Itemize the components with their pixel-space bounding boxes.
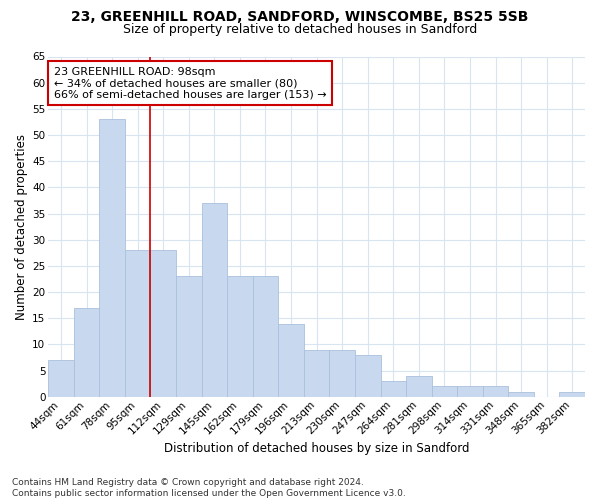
Bar [176, 276, 202, 397]
Bar [48, 360, 74, 397]
Text: Size of property relative to detached houses in Sandford: Size of property relative to detached ho… [123, 22, 477, 36]
Bar [151, 250, 176, 397]
Bar [304, 350, 329, 397]
X-axis label: Distribution of detached houses by size in Sandford: Distribution of detached houses by size … [164, 442, 469, 455]
Bar [483, 386, 508, 397]
Bar [125, 250, 151, 397]
Bar [508, 392, 534, 397]
Text: 23, GREENHILL ROAD, SANDFORD, WINSCOMBE, BS25 5SB: 23, GREENHILL ROAD, SANDFORD, WINSCOMBE,… [71, 10, 529, 24]
Bar [74, 308, 100, 397]
Bar [227, 276, 253, 397]
Bar [202, 203, 227, 397]
Bar [406, 376, 431, 397]
Y-axis label: Number of detached properties: Number of detached properties [15, 134, 28, 320]
Text: Contains HM Land Registry data © Crown copyright and database right 2024.
Contai: Contains HM Land Registry data © Crown c… [12, 478, 406, 498]
Bar [329, 350, 355, 397]
Text: 23 GREENHILL ROAD: 98sqm
← 34% of detached houses are smaller (80)
66% of semi-d: 23 GREENHILL ROAD: 98sqm ← 34% of detach… [53, 66, 326, 100]
Bar [380, 381, 406, 397]
Bar [253, 276, 278, 397]
Bar [559, 392, 585, 397]
Bar [355, 355, 380, 397]
Bar [431, 386, 457, 397]
Bar [100, 120, 125, 397]
Bar [457, 386, 483, 397]
Bar [278, 324, 304, 397]
